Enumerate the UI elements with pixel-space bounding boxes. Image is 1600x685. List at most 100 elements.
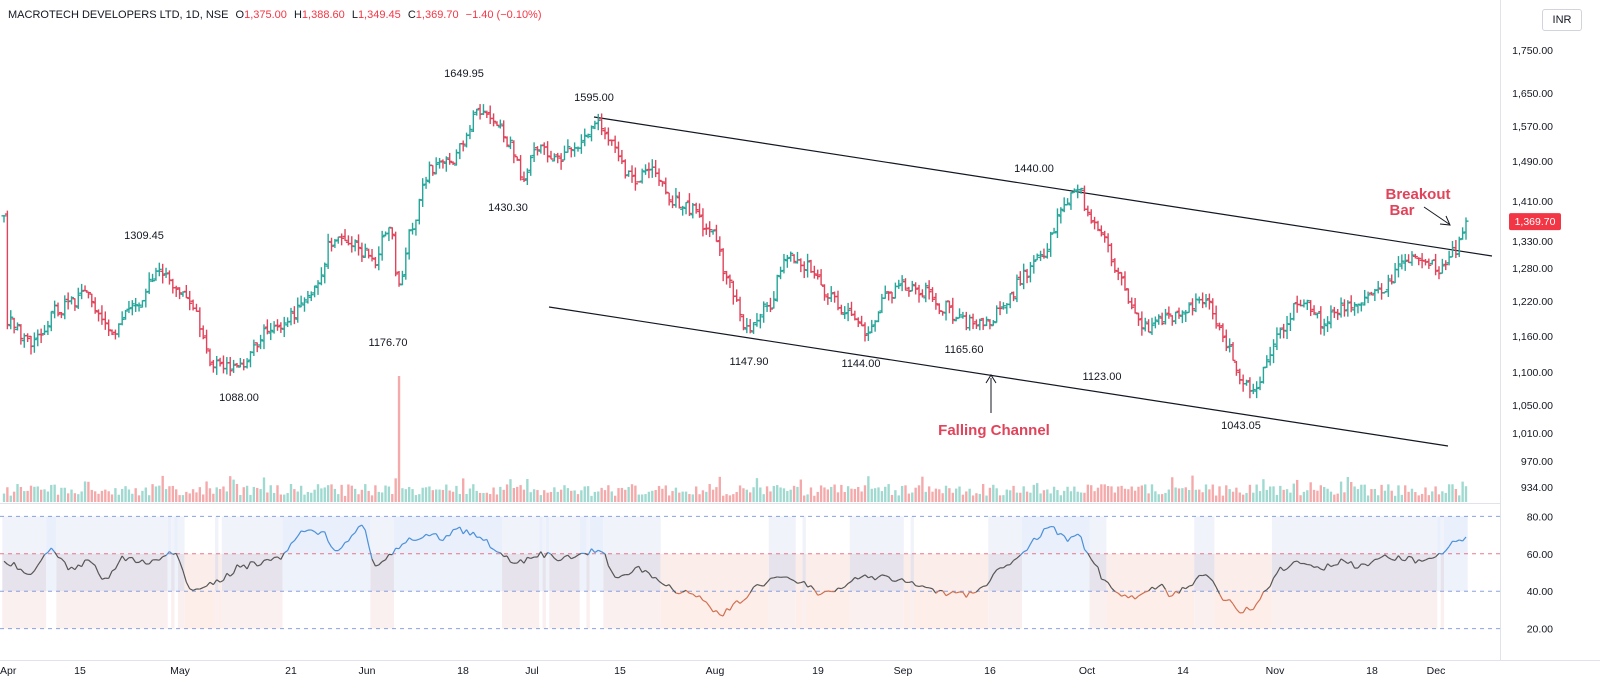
volume-bar [435, 490, 437, 502]
rsi-line-segment [1314, 567, 1317, 568]
volume-bar [496, 494, 498, 502]
price-tick-label: 1,330.00 [1512, 236, 1553, 248]
volume-bar [786, 491, 788, 502]
rsi-band-oversold [185, 591, 215, 628]
volume-bar [563, 485, 565, 502]
rsi-band [586, 516, 589, 553]
volume-bar [550, 492, 552, 502]
volume-bar [1029, 493, 1031, 502]
volume-bar [1080, 492, 1082, 502]
volume-bar [844, 492, 846, 502]
volume-bar [16, 484, 18, 502]
volume-bar [6, 487, 8, 502]
volume-bar [243, 487, 245, 502]
volume-bar [1337, 494, 1339, 502]
volume-bar [958, 487, 960, 502]
volume-bar [202, 494, 204, 502]
rsi-band [370, 516, 394, 553]
volume-bar [148, 495, 150, 502]
volume-bar [23, 491, 25, 502]
volume-bar [1282, 490, 1284, 502]
volume-bar [837, 492, 839, 502]
volume-bar [158, 486, 160, 502]
volume-bar [246, 486, 248, 502]
high-label: H [294, 9, 302, 21]
high-value: 1,388.60 [302, 9, 345, 21]
rsi-band [911, 591, 914, 628]
rsi-band [218, 554, 221, 591]
rsi-line-segment [983, 586, 986, 587]
time-tick-label: Jun [359, 665, 376, 677]
volume-bar [172, 486, 174, 502]
volume-bar [340, 485, 342, 502]
volume-bar [1245, 493, 1247, 502]
volume-bar [989, 488, 991, 502]
rsi-band [1194, 516, 1214, 553]
volume-bar [1451, 484, 1453, 502]
volume-bar [87, 482, 89, 502]
volume-bar [60, 488, 62, 502]
volume-bar [70, 490, 72, 502]
volume-bar [378, 492, 380, 502]
rsi-band-oversold [796, 591, 803, 628]
rsi-band [502, 554, 539, 591]
time-tick-label: 21 [285, 665, 297, 677]
volume-bar [557, 492, 559, 502]
volume-bar [293, 489, 295, 502]
volume-bar [1401, 495, 1403, 502]
volume-bar [1002, 495, 1004, 502]
volume-bar [1208, 489, 1210, 502]
volume-bar [1441, 491, 1443, 502]
volume-bar [560, 490, 562, 502]
rsi-line-segment [453, 529, 456, 530]
currency-button[interactable]: INR [1542, 9, 1582, 31]
rsi-line-segment [760, 585, 763, 586]
volume-bar [1181, 488, 1183, 502]
volume-bar [617, 488, 619, 502]
rsi-line-segment [916, 586, 919, 587]
volume-bar [1299, 495, 1301, 502]
volume-bar [367, 491, 369, 502]
rsi-band [661, 554, 769, 591]
rsi-band [1214, 554, 1271, 591]
volume-bar [938, 489, 940, 502]
volume-bar [141, 491, 143, 502]
volume-bar [590, 496, 592, 502]
volume-bar [107, 491, 109, 502]
volume-bar [685, 492, 687, 502]
rsi-line-segment [1044, 528, 1047, 529]
volume-bar [1384, 491, 1386, 502]
volume-bar [945, 486, 947, 502]
volume-bar [800, 480, 802, 502]
volume-bar [877, 487, 879, 502]
volume-bar [310, 493, 312, 502]
rsi-line-segment [1189, 585, 1192, 586]
symbol-name: MACROTECH DEVELOPERS LTD, 1D, NSE [8, 9, 228, 21]
rsi-band [850, 554, 904, 591]
volume-bar [516, 487, 518, 502]
volume-bar [388, 487, 390, 502]
volume-bar [644, 494, 646, 502]
rsi-line-segment [676, 593, 679, 594]
volume-bar [847, 486, 849, 502]
volume-bar [1063, 491, 1065, 502]
volume-bar [476, 491, 478, 502]
volume-bar [438, 490, 440, 502]
volume-bar [914, 488, 916, 502]
volume-bar [580, 490, 582, 502]
rsi-band [185, 554, 215, 591]
volume-bar [675, 488, 677, 502]
volume-bar [118, 495, 120, 502]
rsi-band [549, 591, 579, 628]
rsi-band [1272, 591, 1437, 628]
time-tick-label: 15 [614, 665, 626, 677]
volume-bar [97, 494, 99, 502]
volume-bar [840, 485, 842, 502]
rsi-band [769, 591, 796, 628]
volume-bar [891, 495, 893, 502]
volume-bar [479, 493, 481, 502]
rsi-band [543, 554, 546, 591]
volume-bar [104, 490, 106, 502]
rsi-band [911, 516, 914, 553]
